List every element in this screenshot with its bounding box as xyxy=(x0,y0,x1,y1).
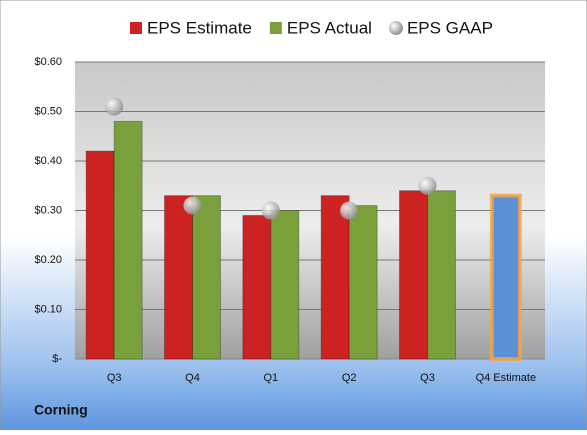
legend-swatch xyxy=(269,22,282,34)
x-tick-label: Q3 xyxy=(420,372,435,384)
company-label: Corning xyxy=(34,402,88,418)
x-tick-label: Q3 xyxy=(107,372,122,384)
y-tick-label: $- xyxy=(52,353,62,365)
y-tick-label: $0.30 xyxy=(34,204,62,216)
y-tick-label: $0.10 xyxy=(34,303,62,315)
gaap-marker xyxy=(105,97,124,116)
bar xyxy=(242,214,272,360)
bar xyxy=(113,120,143,360)
legend-label: EPS Estimate xyxy=(147,18,252,37)
gaap-marker xyxy=(418,176,437,195)
legend-label: EPS GAAP xyxy=(407,18,493,37)
legend-label: EPS Actual xyxy=(287,18,372,37)
gaap-marker xyxy=(261,201,280,220)
y-tick-label: $0.20 xyxy=(34,254,62,266)
legend-swatch xyxy=(388,21,403,35)
bar xyxy=(270,210,300,360)
bar xyxy=(192,195,221,360)
bar xyxy=(85,150,115,360)
x-tick-label: Q4 xyxy=(185,372,200,384)
gaap-marker xyxy=(183,196,202,215)
legend-swatch xyxy=(130,22,142,34)
x-tick-label: Q2 xyxy=(342,372,357,384)
bar xyxy=(348,205,378,360)
gaap-marker xyxy=(340,201,359,220)
bar xyxy=(489,193,522,361)
x-tick-label: Q4 Estimate xyxy=(476,372,537,384)
bar xyxy=(320,195,350,360)
x-tick-label: Q1 xyxy=(263,372,278,384)
y-tick-label: $0.50 xyxy=(34,105,62,117)
y-tick-label: $0.40 xyxy=(34,155,62,167)
bar xyxy=(164,195,193,360)
y-tick-label: $0.60 xyxy=(34,56,62,68)
bar xyxy=(427,190,456,360)
bar xyxy=(399,190,428,360)
